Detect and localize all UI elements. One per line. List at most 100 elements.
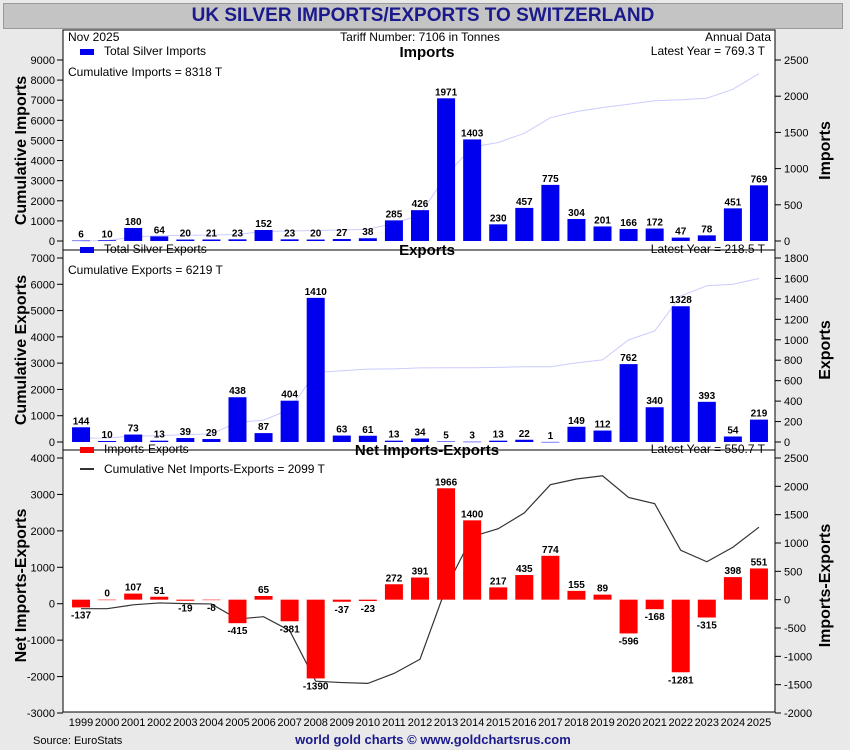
bar-2009 xyxy=(332,599,351,602)
bar-2000 xyxy=(98,599,117,601)
data-label-2025: 769 xyxy=(751,174,768,185)
data-label-2016: 22 xyxy=(519,429,531,440)
data-label-2019: 89 xyxy=(597,584,609,595)
panel-title: Imports xyxy=(399,44,454,61)
right-tick-label: 0 xyxy=(784,437,790,449)
bar-2020 xyxy=(619,228,638,241)
data-label-2009: 27 xyxy=(336,228,348,239)
chart-title-bar: UK SILVER IMPORTS/EXPORTS TO SWITZERLAND xyxy=(3,3,843,29)
chart-title: UK SILVER IMPORTS/EXPORTS TO SWITZERLAND xyxy=(191,5,655,26)
data-label-2015: 13 xyxy=(493,430,505,441)
right-tick-label: 1600 xyxy=(784,273,808,285)
right-tick-label: 600 xyxy=(784,376,802,388)
legend-label: Total Silver Imports xyxy=(104,44,206,58)
bar-2018 xyxy=(567,218,586,241)
data-label-2013: 1966 xyxy=(435,477,458,488)
cumulative-line xyxy=(81,278,760,439)
x-tick-2005: 2005 xyxy=(225,717,249,729)
bar-2021 xyxy=(645,228,664,241)
right-axis-title: Imports-Exports xyxy=(817,524,834,648)
bar-2011 xyxy=(384,440,403,442)
bar-2025 xyxy=(749,185,768,241)
left-tick-label: -3000 xyxy=(27,708,55,720)
bar-2011 xyxy=(384,584,403,600)
legend2-label: Cumulative Net Imports-Exports = 2099 T xyxy=(104,462,326,476)
bar-2003 xyxy=(176,239,195,241)
x-tick-2021: 2021 xyxy=(642,717,666,729)
bar-2009 xyxy=(332,435,351,442)
data-label-2004: 21 xyxy=(206,228,218,239)
x-tick-2003: 2003 xyxy=(173,717,197,729)
bar-2001 xyxy=(124,434,143,442)
bar-2025 xyxy=(749,568,768,600)
left-tick-label: 4000 xyxy=(31,332,55,344)
bar-2023 xyxy=(697,401,716,442)
right-axis-title: Exports xyxy=(817,320,834,380)
right-tick-label: 1400 xyxy=(784,294,808,306)
bar-2018 xyxy=(567,590,586,600)
data-label-2010: 38 xyxy=(362,227,374,238)
data-label-2023: 393 xyxy=(698,391,715,402)
data-label-2000: 10 xyxy=(102,229,114,240)
right-tick-label: 500 xyxy=(784,200,802,212)
data-label-2008: -1390 xyxy=(303,681,329,692)
data-label-2022: 47 xyxy=(675,227,687,238)
bar-2014 xyxy=(463,139,482,241)
bar-2017 xyxy=(541,184,560,241)
data-label-2009: 63 xyxy=(336,425,348,436)
cumulative-label: Cumulative Imports = 8318 T xyxy=(68,65,223,79)
bar-2001 xyxy=(124,593,143,600)
data-label-2022: -1281 xyxy=(668,675,694,686)
data-label-2017: 775 xyxy=(542,174,559,185)
x-tick-2001: 2001 xyxy=(121,717,145,729)
bar-2005 xyxy=(228,599,247,624)
bar-2013 xyxy=(437,98,456,242)
x-tick-2000: 2000 xyxy=(95,717,119,729)
footer-credit: world gold charts © www.goldchartsrus.co… xyxy=(294,732,571,747)
right-tick-label: 1000 xyxy=(784,538,808,550)
x-tick-2011: 2011 xyxy=(382,717,406,729)
legend-swatch xyxy=(80,247,94,253)
right-axis-title: Imports xyxy=(817,121,834,180)
bar-2019 xyxy=(593,226,612,241)
x-tick-2009: 2009 xyxy=(330,717,354,729)
data-label-2008: 1410 xyxy=(305,287,328,298)
bar-2008 xyxy=(306,599,325,679)
bar-2016 xyxy=(515,575,534,600)
panel-title: Exports xyxy=(399,242,455,259)
x-tick-2012: 2012 xyxy=(408,717,432,729)
data-label-2017: 1 xyxy=(548,431,554,442)
bar-2012 xyxy=(411,210,429,241)
data-label-2017: 774 xyxy=(542,545,559,556)
data-label-2004: -8 xyxy=(207,603,216,614)
data-label-2016: 457 xyxy=(516,197,533,208)
cumulative-label: Cumulative Exports = 6219 T xyxy=(68,263,224,277)
bar-2004 xyxy=(202,239,221,241)
data-label-2005: 438 xyxy=(229,386,246,397)
bar-1999 xyxy=(72,427,91,442)
latest-year-label: Latest Year = 769.3 T xyxy=(651,44,766,58)
bar-2013 xyxy=(437,441,456,442)
data-label-2025: 551 xyxy=(751,557,768,568)
data-label-2011: 272 xyxy=(386,573,403,584)
data-label-2019: 112 xyxy=(594,420,611,431)
data-label-2000: 10 xyxy=(102,430,114,441)
bar-2005 xyxy=(228,397,247,442)
x-tick-2018: 2018 xyxy=(564,717,588,729)
bar-2016 xyxy=(515,439,534,442)
left-tick-label: 6000 xyxy=(31,115,55,127)
latest-year-label: Latest Year = 550.7 T xyxy=(651,442,766,456)
data-label-1999: 6 xyxy=(78,230,84,241)
legend-swatch xyxy=(80,49,94,55)
bar-2020 xyxy=(619,364,638,442)
data-label-2005: -415 xyxy=(227,626,247,637)
bar-2014 xyxy=(463,441,482,443)
data-label-2001: 180 xyxy=(125,217,142,228)
bar-2002 xyxy=(150,596,169,600)
bar-2003 xyxy=(176,599,195,601)
bar-2015 xyxy=(489,587,508,600)
left-tick-label: 6000 xyxy=(31,279,55,291)
left-tick-label: 3000 xyxy=(31,489,55,501)
data-label-2006: 152 xyxy=(255,219,272,230)
